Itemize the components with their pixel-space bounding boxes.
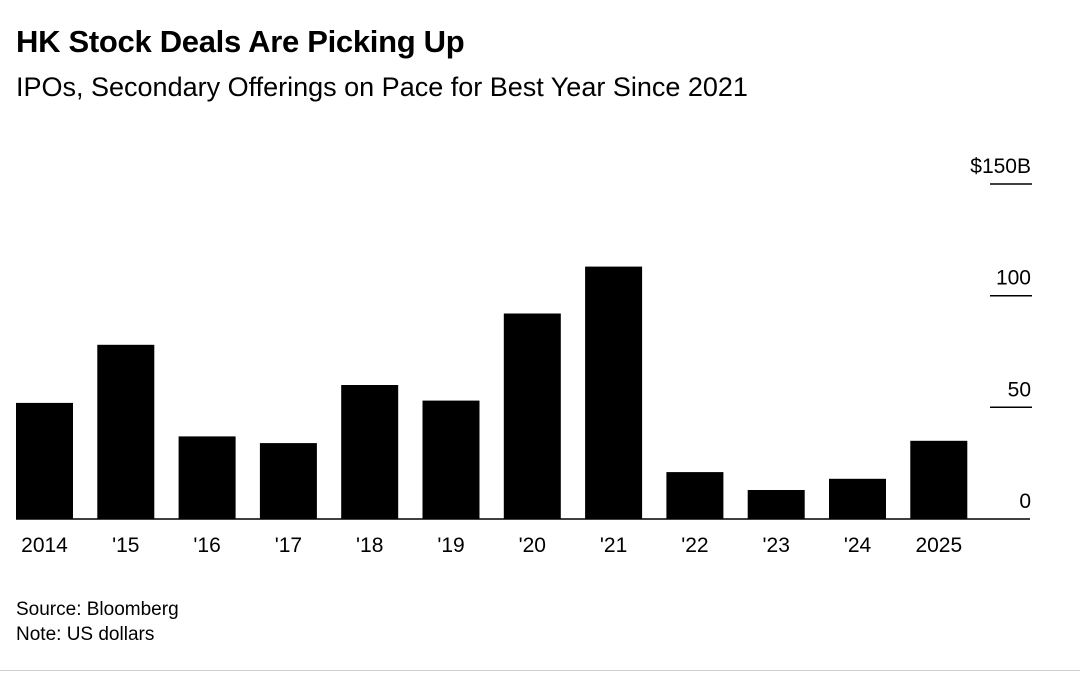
bar-10	[829, 478, 886, 519]
chart-subtitle: IPOs, Secondary Offerings on Pace for Be…	[16, 72, 748, 102]
bar-6	[503, 313, 561, 519]
bar-chart: 0 50 100 $150B 2014 '15 '16 '17 '18 '19 '20 '21 '22…	[16, 155, 1032, 557]
x-tick-label: 2025	[915, 534, 962, 557]
bar-2	[178, 436, 236, 519]
bar-3	[259, 443, 317, 519]
x-tick-label: '22	[681, 534, 708, 557]
chart-title: HK Stock Deals Are Picking Up	[16, 24, 465, 59]
units-note: Note: US dollars	[16, 624, 155, 645]
x-tick-label: '23	[763, 534, 790, 557]
x-tick-label: '15	[112, 534, 139, 557]
y-axis: 0 50 100 $150B	[970, 155, 1032, 513]
y-tick-label: 50	[1008, 378, 1031, 401]
x-tick-label: '18	[356, 534, 383, 557]
bar-9	[747, 490, 805, 519]
bar-5	[422, 400, 480, 519]
bar-1	[97, 344, 155, 519]
x-tick-label: '21	[600, 534, 627, 557]
x-tick-label: 2014	[21, 534, 68, 557]
bar-7	[585, 266, 643, 519]
y-tick-label: 100	[996, 267, 1031, 290]
source-note: Source: Bloomberg	[16, 599, 179, 620]
y-tick-label: 0	[1019, 490, 1031, 513]
x-tick-label: '19	[437, 534, 464, 557]
x-axis: 2014 '15 '16 '17 '18 '19 '20 '21 '22 '23 '24 2025	[16, 518, 1030, 557]
x-tick-label: '17	[275, 534, 302, 557]
bar-8	[666, 472, 724, 519]
bars-layer	[16, 266, 968, 519]
bar-4	[341, 385, 399, 519]
bar-11	[910, 440, 968, 519]
y-tick-label: $150B	[970, 155, 1031, 178]
x-tick-label: '20	[519, 534, 546, 557]
x-tick-label: '16	[193, 534, 220, 557]
x-tick-label: '24	[844, 534, 872, 557]
bar-0	[16, 402, 73, 519]
bottom-divider	[0, 670, 1080, 671]
